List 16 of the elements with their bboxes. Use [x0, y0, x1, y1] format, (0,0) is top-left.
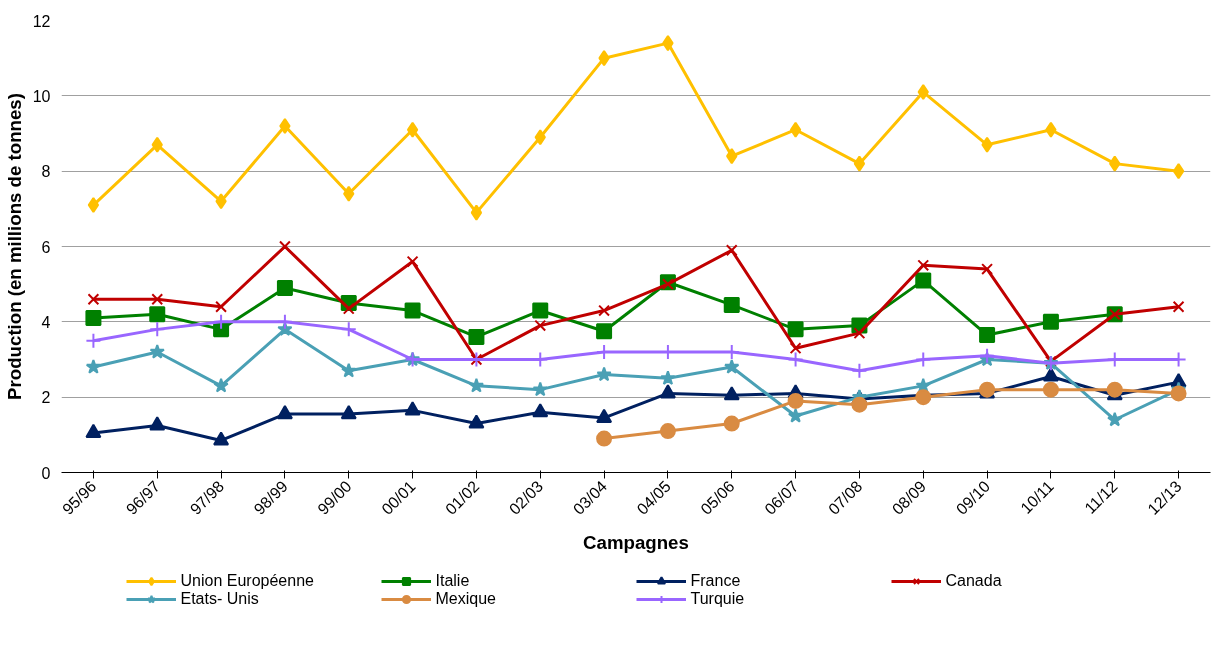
- y-tick-label: 6: [41, 238, 51, 256]
- y-axis-title: Production (en millions de tonnes): [3, 93, 25, 400]
- legend-label: France: [690, 572, 742, 590]
- y-tick-label: 2: [41, 389, 51, 407]
- y-tick-label: 12: [32, 12, 51, 30]
- legend-label: Canada: [945, 572, 1003, 590]
- x-axis-title: Campagnes: [583, 531, 689, 553]
- legend-label: Turquie: [690, 590, 746, 608]
- legend-label: Union Européenne: [180, 572, 315, 590]
- y-tick-label: 4: [41, 313, 51, 331]
- legend-label: Mexique: [435, 590, 497, 608]
- legend-label: Italie: [435, 572, 471, 590]
- y-tick-label: 8: [41, 163, 51, 181]
- y-tick-label: 0: [41, 464, 51, 482]
- y-tick-label: 10: [32, 87, 51, 105]
- legend-label: Etats- Unis: [180, 590, 260, 608]
